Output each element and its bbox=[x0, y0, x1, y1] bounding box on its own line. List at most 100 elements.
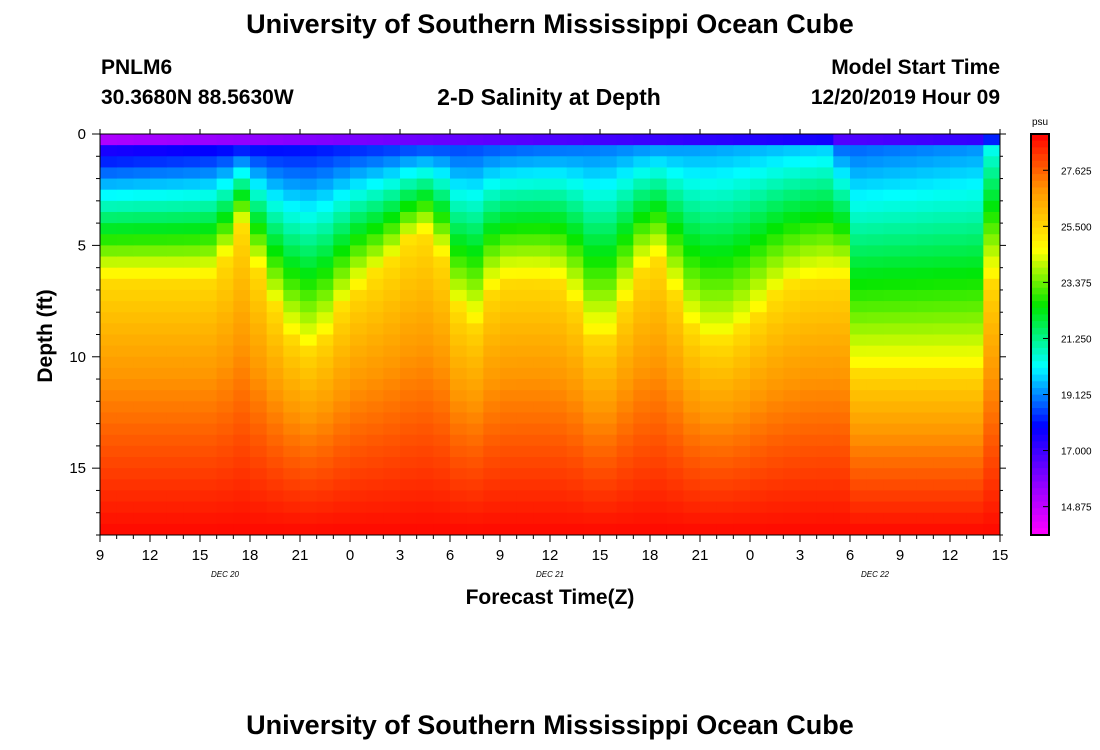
heatmap-cell bbox=[233, 523, 251, 536]
heatmap-cell bbox=[200, 356, 218, 369]
heatmap-cell bbox=[383, 134, 401, 146]
heatmap-cell bbox=[883, 367, 901, 380]
heatmap-cell bbox=[483, 234, 501, 246]
heatmap-cell bbox=[450, 189, 468, 202]
heatmap-cell bbox=[183, 379, 201, 391]
heatmap-cell bbox=[133, 379, 151, 391]
heatmap-cell bbox=[683, 245, 701, 258]
heatmap-cell bbox=[883, 245, 901, 258]
heatmap-cell bbox=[800, 457, 818, 469]
heatmap-cell bbox=[733, 245, 751, 258]
heatmap-cell bbox=[316, 301, 334, 313]
heatmap-cell bbox=[133, 390, 151, 402]
heatmap-cell bbox=[133, 189, 151, 202]
heatmap-cell bbox=[200, 323, 218, 335]
heatmap-cell bbox=[183, 356, 201, 369]
heatmap-cell bbox=[933, 289, 951, 302]
colorbar-segment bbox=[1031, 381, 1049, 389]
heatmap-cell bbox=[916, 234, 934, 246]
heatmap-cell bbox=[700, 434, 718, 447]
colorbar-segment bbox=[1031, 514, 1049, 523]
heatmap-cell bbox=[483, 356, 501, 369]
colorbar-segment bbox=[1031, 361, 1049, 369]
heatmap-cell bbox=[200, 501, 218, 514]
heatmap-cell bbox=[850, 345, 868, 358]
heatmap-cell bbox=[450, 289, 468, 302]
heatmap-cell bbox=[250, 367, 268, 380]
heatmap-cell bbox=[833, 178, 851, 191]
heatmap-cell bbox=[616, 178, 634, 191]
heatmap-cell bbox=[433, 523, 451, 536]
heatmap-cell bbox=[283, 457, 301, 469]
heatmap-cell bbox=[350, 356, 368, 369]
heatmap-cell bbox=[966, 367, 984, 380]
colorbar-segment bbox=[1031, 341, 1049, 349]
heatmap-cell bbox=[100, 189, 118, 202]
heatmap-cell bbox=[133, 501, 151, 514]
heatmap-cell bbox=[516, 412, 534, 425]
heatmap-cell bbox=[400, 434, 418, 447]
heatmap-cell bbox=[150, 490, 168, 503]
heatmap-cell bbox=[516, 523, 534, 536]
heatmap-cell bbox=[316, 401, 334, 413]
heatmap-cell bbox=[633, 345, 651, 358]
heatmap-cell bbox=[600, 256, 618, 269]
heatmap-cell bbox=[366, 134, 384, 146]
heatmap-cell bbox=[333, 200, 351, 213]
heatmap-cell bbox=[716, 156, 734, 168]
heatmap-cell bbox=[533, 390, 551, 402]
heatmap-cell bbox=[516, 323, 534, 335]
heatmap-cell bbox=[966, 167, 984, 180]
heatmap-cell bbox=[633, 267, 651, 280]
heatmap-cell bbox=[883, 267, 901, 280]
colorbar-segment bbox=[1031, 260, 1049, 269]
heatmap-cell bbox=[333, 356, 351, 369]
heatmap-cell bbox=[733, 457, 751, 469]
heatmap-cell bbox=[383, 334, 401, 347]
heatmap-cell bbox=[366, 178, 384, 191]
heatmap-cell bbox=[533, 312, 551, 324]
heatmap-cell bbox=[883, 423, 901, 436]
heatmap-cell bbox=[133, 401, 151, 413]
x-tick-label: 12 bbox=[542, 547, 559, 564]
heatmap-cell bbox=[366, 367, 384, 380]
heatmap-cell bbox=[433, 256, 451, 269]
heatmap-cell bbox=[416, 501, 434, 514]
heatmap-cell bbox=[716, 278, 734, 291]
heatmap-cell bbox=[250, 457, 268, 469]
heatmap-cell bbox=[783, 434, 801, 447]
heatmap-cell bbox=[350, 423, 368, 436]
heatmap-cell bbox=[200, 156, 218, 168]
heatmap-cell bbox=[183, 445, 201, 458]
heatmap-cell bbox=[866, 468, 884, 480]
heatmap-cell bbox=[933, 334, 951, 347]
heatmap-cell bbox=[900, 401, 918, 413]
heatmap-cell bbox=[233, 178, 251, 191]
heatmap-cell bbox=[566, 134, 584, 146]
heatmap-cell bbox=[766, 289, 784, 302]
heatmap-cell bbox=[750, 256, 768, 269]
heatmap-cell bbox=[933, 178, 951, 191]
heatmap-cell bbox=[333, 278, 351, 291]
heatmap-cell bbox=[216, 289, 234, 302]
heatmap-cell bbox=[100, 134, 118, 146]
heatmap-cell bbox=[883, 223, 901, 235]
heatmap-cell bbox=[633, 289, 651, 302]
heatmap-cell bbox=[950, 223, 968, 235]
colorbar-segment bbox=[1031, 187, 1049, 195]
colorbar-segment bbox=[1031, 180, 1049, 189]
heatmap-cell bbox=[266, 211, 284, 224]
heatmap-cell bbox=[466, 156, 484, 168]
colorbar-tick-label: 14.875 bbox=[1061, 503, 1092, 514]
heatmap-cell bbox=[633, 301, 651, 313]
heatmap-cell bbox=[416, 367, 434, 380]
heatmap-cell bbox=[916, 200, 934, 213]
heatmap-cell bbox=[133, 301, 151, 313]
heatmap-cell bbox=[783, 468, 801, 480]
heatmap-cell bbox=[950, 523, 968, 536]
heatmap-cell bbox=[450, 367, 468, 380]
heatmap-cell bbox=[316, 356, 334, 369]
heatmap-cell bbox=[933, 379, 951, 391]
heatmap-cell bbox=[700, 312, 718, 324]
heatmap-cell bbox=[333, 345, 351, 358]
